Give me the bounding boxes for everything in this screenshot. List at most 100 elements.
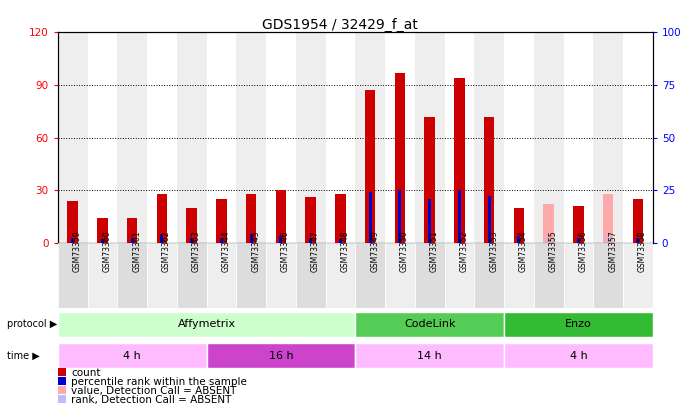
Bar [394,73,405,243]
Text: GSM73352: GSM73352 [460,230,469,271]
Bar [71,238,74,243]
Bar [454,78,464,243]
Text: 14 h: 14 h [418,351,442,360]
Text: Affymetrix: Affymetrix [177,320,235,329]
Bar [296,32,326,243]
Text: 4 h: 4 h [570,351,588,360]
Bar [504,343,653,368]
Text: GSM73362: GSM73362 [162,230,171,271]
Text: GSM73357: GSM73357 [608,230,617,272]
Bar [607,238,610,243]
Bar [547,238,550,243]
Bar [369,192,372,243]
Bar [97,218,107,243]
Bar [326,32,355,243]
Bar [475,243,504,308]
Text: GSM73354: GSM73354 [519,230,528,272]
Text: GSM73353: GSM73353 [489,230,498,272]
Text: GSM73355: GSM73355 [549,230,558,272]
Text: count: count [71,368,101,378]
Bar [160,234,163,243]
Bar [147,32,177,243]
Text: GSM73346: GSM73346 [281,230,290,272]
Bar [355,343,504,368]
Bar [186,208,197,243]
Text: GSM73351: GSM73351 [430,230,439,271]
Text: 16 h: 16 h [269,351,293,360]
Text: CodeLink: CodeLink [404,320,456,329]
Bar [415,32,445,243]
Bar [513,208,524,243]
Bar [355,32,385,243]
Bar [309,238,312,243]
Bar [190,238,193,243]
Bar [593,243,623,308]
Bar [365,90,375,243]
Bar [504,32,534,243]
Bar [504,243,534,308]
Bar [58,243,88,308]
Bar [564,32,593,243]
Text: Enzo: Enzo [565,320,592,329]
Text: GSM73347: GSM73347 [311,230,320,272]
Bar [67,201,78,243]
Bar [220,238,223,243]
Bar [296,243,326,308]
Text: GSM73348: GSM73348 [341,230,350,271]
Bar [573,206,583,243]
Bar [177,243,207,308]
Bar [475,32,504,243]
Bar [534,32,564,243]
Bar [58,312,355,337]
Text: GSM73363: GSM73363 [192,230,201,272]
Text: GSM73360: GSM73360 [103,230,112,272]
Bar [607,236,610,243]
Bar [147,243,177,308]
Bar [88,243,118,308]
Bar [207,243,237,308]
Text: percentile rank within the sample: percentile rank within the sample [71,377,248,387]
Bar [385,243,415,308]
Bar [445,243,475,308]
Bar [543,205,554,243]
Bar [58,32,88,243]
Text: GSM73361: GSM73361 [132,230,141,271]
Bar [237,32,266,243]
Text: GSM73349: GSM73349 [370,230,379,272]
Bar [577,238,580,243]
Bar [127,218,137,243]
Text: GSM73356: GSM73356 [579,230,588,272]
Bar [246,194,256,243]
Bar [207,32,237,243]
Bar [547,238,550,243]
Bar [131,238,134,243]
Bar [593,32,623,243]
Text: rank, Detection Call = ABSENT: rank, Detection Call = ABSENT [71,395,232,405]
Bar [355,312,504,337]
Bar [326,243,355,308]
Text: time ▶: time ▶ [7,351,39,360]
Bar [305,197,316,243]
Bar [156,194,167,243]
Text: GSM73350: GSM73350 [400,230,409,272]
Bar [603,194,613,243]
Bar [275,190,286,243]
Bar [385,32,415,243]
Bar [250,234,253,243]
Bar [216,199,226,243]
Text: value, Detection Call = ABSENT: value, Detection Call = ABSENT [71,386,237,396]
Bar [237,243,266,308]
Bar [415,243,445,308]
Text: GSM73345: GSM73345 [251,230,260,272]
Text: GSM73344: GSM73344 [222,230,231,272]
Bar [266,32,296,243]
Bar [118,243,147,308]
Bar [632,199,643,243]
Bar [339,239,342,243]
Bar [517,236,520,243]
Bar [101,239,104,243]
Bar [58,343,207,368]
Text: protocol ▶: protocol ▶ [7,320,57,329]
Bar [279,236,282,243]
Bar [266,243,296,308]
